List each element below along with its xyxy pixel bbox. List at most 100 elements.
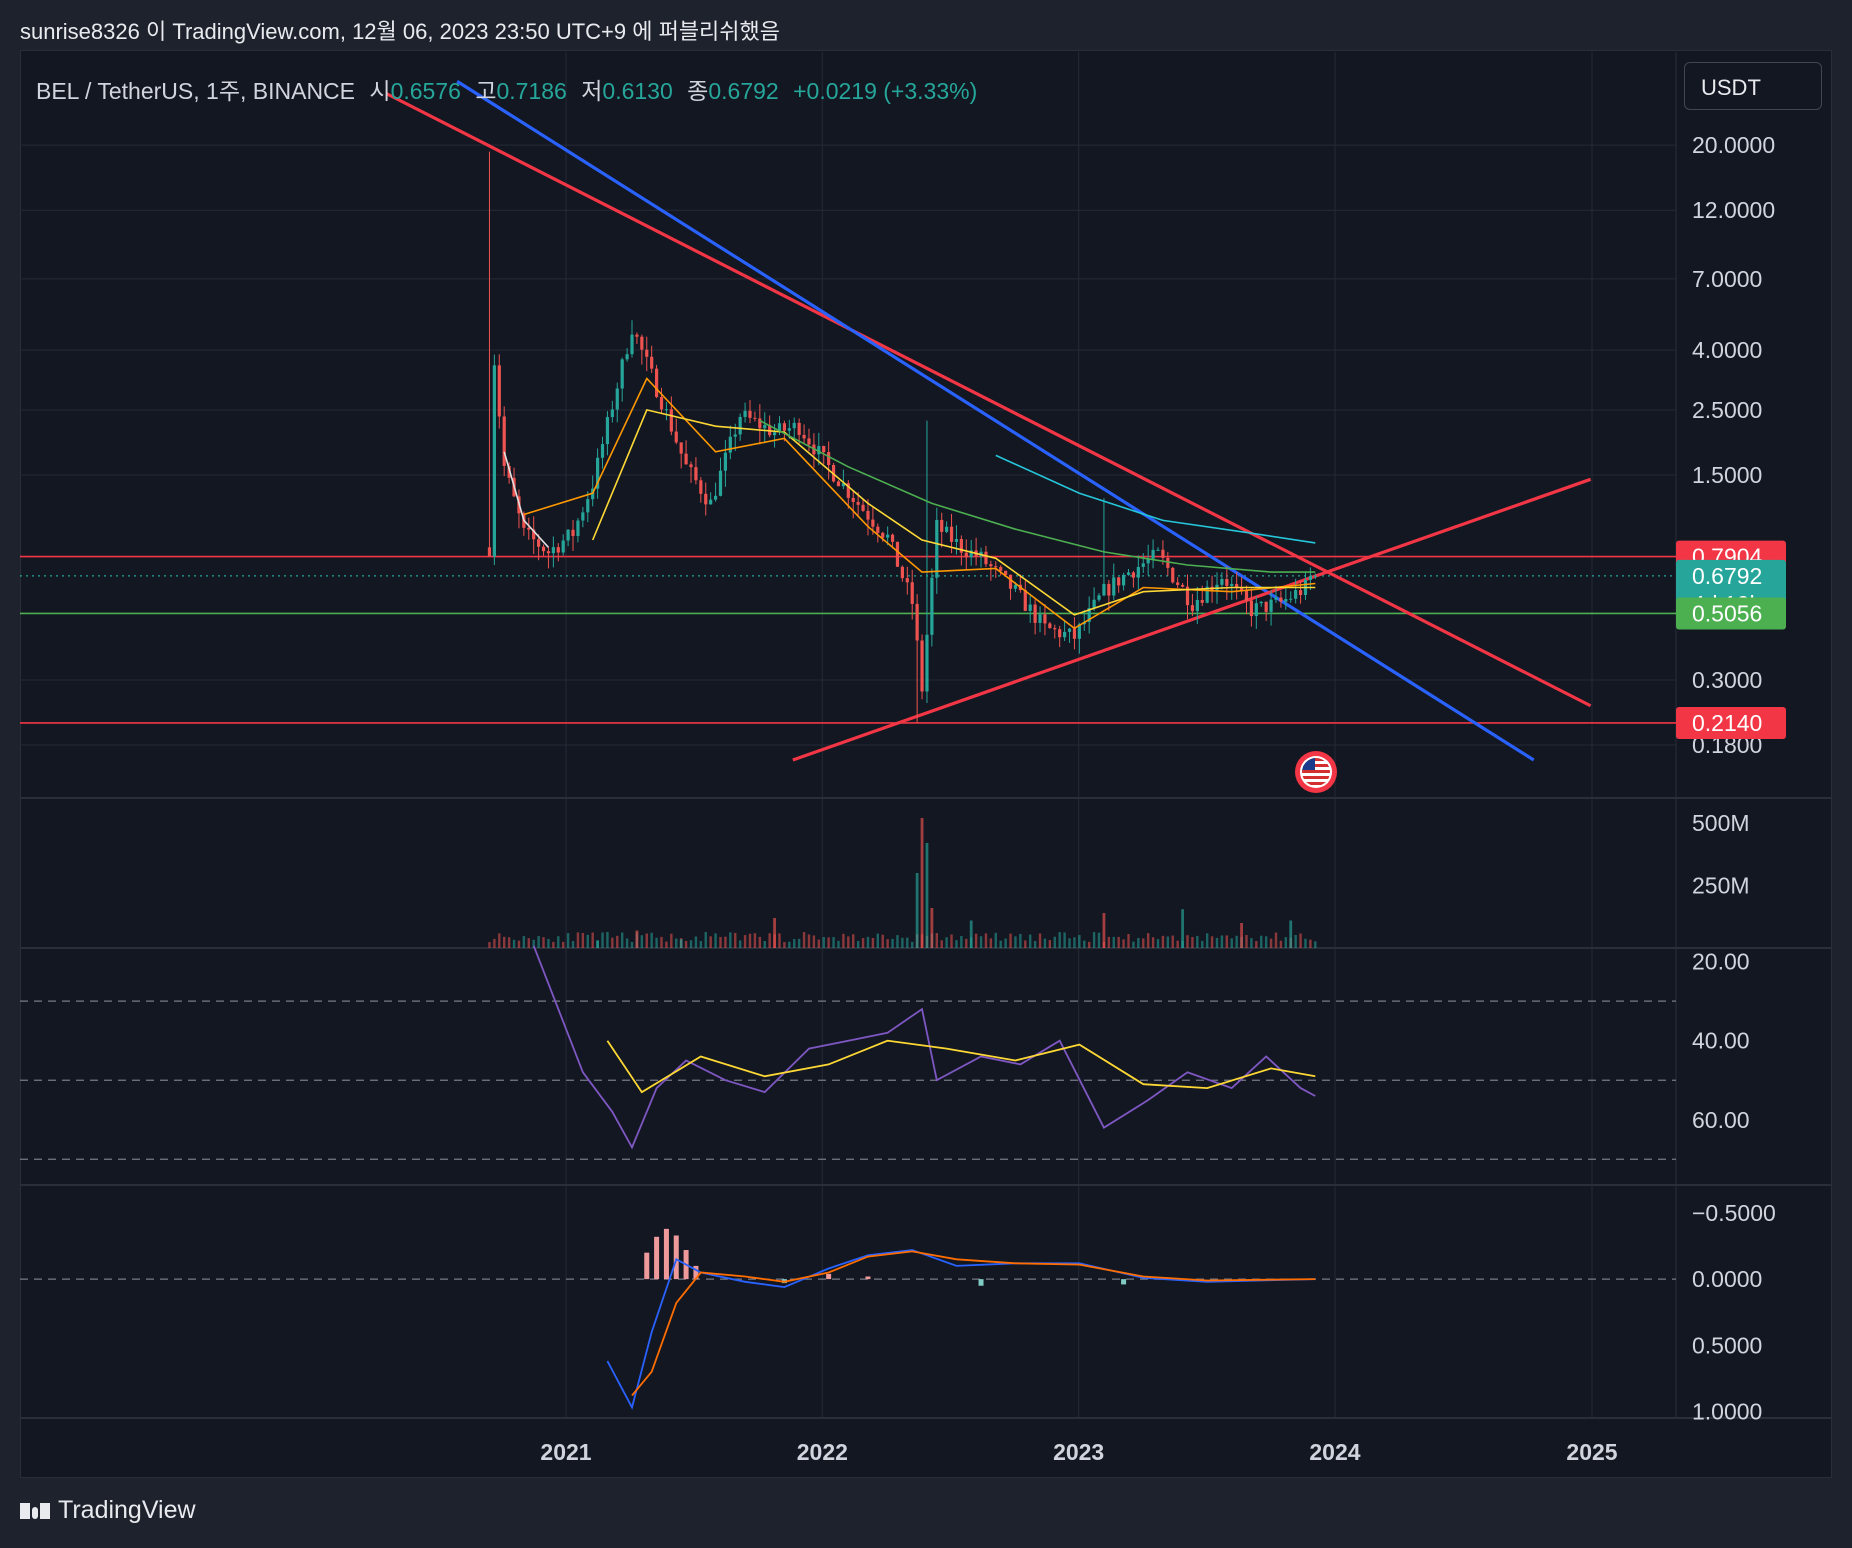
- volume-bar: [797, 938, 801, 948]
- volume-bar: [655, 937, 658, 948]
- volume-bar: [1063, 932, 1066, 948]
- candle: [1264, 601, 1268, 622]
- candle: [1259, 601, 1263, 607]
- volume-bar: [645, 933, 648, 948]
- volume-bar: [1269, 938, 1273, 948]
- volume-bar: [1205, 933, 1209, 948]
- candle: [989, 560, 993, 581]
- y-tick-label: 2.5000: [1692, 397, 1762, 423]
- symbol-name[interactable]: BEL / TetherUS, 1주, BINANCE: [36, 78, 356, 104]
- volume-bar: [694, 936, 698, 948]
- us-flag-icon[interactable]: [1295, 751, 1337, 793]
- volume-bar: [640, 935, 644, 948]
- volume-bar: [1087, 941, 1091, 948]
- volume-bar: [581, 932, 585, 948]
- volume-bar: [1033, 941, 1037, 948]
- volume-bar: [1245, 935, 1248, 948]
- macd-tick-label: 0.5000: [1692, 1332, 1762, 1358]
- volume-bar: [1186, 935, 1189, 948]
- candle: [1180, 583, 1185, 588]
- volume-bar: [689, 940, 693, 948]
- candle: [630, 320, 634, 358]
- candle: [1058, 625, 1062, 648]
- candle: [659, 387, 664, 413]
- symbol-legend: BEL / TetherUS, 1주, BINANCE 시0.6576 고0.7…: [36, 72, 977, 106]
- candle: [861, 498, 865, 512]
- volume-bar: [1299, 933, 1302, 948]
- candle: [1131, 570, 1136, 588]
- candle: [886, 526, 890, 546]
- candle: [900, 565, 904, 582]
- publish-note: sunrise8326 이 TradingView.com, 12월 06, 2…: [20, 19, 781, 44]
- candle: [895, 541, 900, 567]
- macd-pane: [20, 1228, 1676, 1410]
- volume-bar: [1240, 923, 1243, 948]
- y-tick-label: 20.0000: [1692, 132, 1775, 158]
- volume-bar: [576, 932, 580, 948]
- candle: [1117, 576, 1121, 593]
- volume-bar: [488, 941, 491, 948]
- candle: [915, 594, 919, 723]
- candle: [738, 413, 742, 441]
- candle: [905, 566, 909, 595]
- price-badge: 0.5056: [1676, 597, 1786, 630]
- candle: [851, 491, 855, 519]
- volume-bar: [783, 941, 786, 948]
- volume-bar: [950, 934, 953, 948]
- volume-bar: [1289, 920, 1293, 948]
- close-value: 0.6792: [708, 78, 779, 104]
- volume-bar: [881, 934, 884, 948]
- volume-bar: [984, 933, 988, 948]
- candle: [1235, 572, 1239, 600]
- candle: [866, 499, 870, 536]
- volume-bar: [1117, 936, 1120, 948]
- candle: [527, 517, 531, 540]
- volume-bar: [832, 937, 835, 948]
- candle: [576, 518, 580, 543]
- candle: [1308, 567, 1312, 591]
- candle: [846, 480, 850, 509]
- candle: [930, 568, 934, 647]
- y-tick-label: 7.0000: [1692, 266, 1762, 292]
- candle: [487, 151, 492, 557]
- candle: [541, 544, 546, 556]
- volume-bar: [1028, 934, 1032, 948]
- candle: [640, 334, 644, 365]
- volume-bar: [852, 934, 855, 948]
- volume-bar: [974, 933, 978, 948]
- candle: [856, 492, 860, 518]
- open-value: 0.6576: [390, 78, 461, 104]
- volume-bar: [1043, 938, 1047, 948]
- candle: [546, 546, 551, 569]
- volume-bar: [724, 936, 727, 948]
- candle: [945, 521, 949, 534]
- currency-selector[interactable]: USDT: [1684, 62, 1822, 110]
- volume-bar: [1132, 941, 1135, 948]
- tradingview-logo[interactable]: TradingView: [20, 1496, 196, 1525]
- ema_green-line: [759, 419, 1316, 573]
- candle: [1146, 544, 1150, 576]
- volume-bar: [1220, 935, 1224, 948]
- candle: [1176, 577, 1180, 589]
- volume-bar: [1024, 940, 1027, 948]
- candle: [954, 525, 959, 555]
- volume-bar: [915, 873, 919, 948]
- rsi-tick-label: 60.00: [1692, 1107, 1750, 1133]
- candle: [1087, 596, 1091, 634]
- candle: [1289, 591, 1293, 603]
- volume-bar: [709, 936, 712, 948]
- candle: [1249, 588, 1254, 627]
- volume-bar: [955, 940, 958, 948]
- volume-bar: [1196, 935, 1199, 948]
- x-tick-label: 2021: [540, 1439, 591, 1465]
- volume-bar: [994, 932, 997, 948]
- volume-bar: [1156, 939, 1160, 948]
- volume-bar: [498, 933, 501, 948]
- volume-bar: [542, 937, 545, 948]
- high-label: 고: [475, 78, 497, 104]
- price-badge-value: 0.5056: [1692, 600, 1762, 626]
- volume-bar: [1314, 941, 1317, 948]
- volume-bar: [670, 933, 673, 948]
- volume-bar: [547, 938, 550, 948]
